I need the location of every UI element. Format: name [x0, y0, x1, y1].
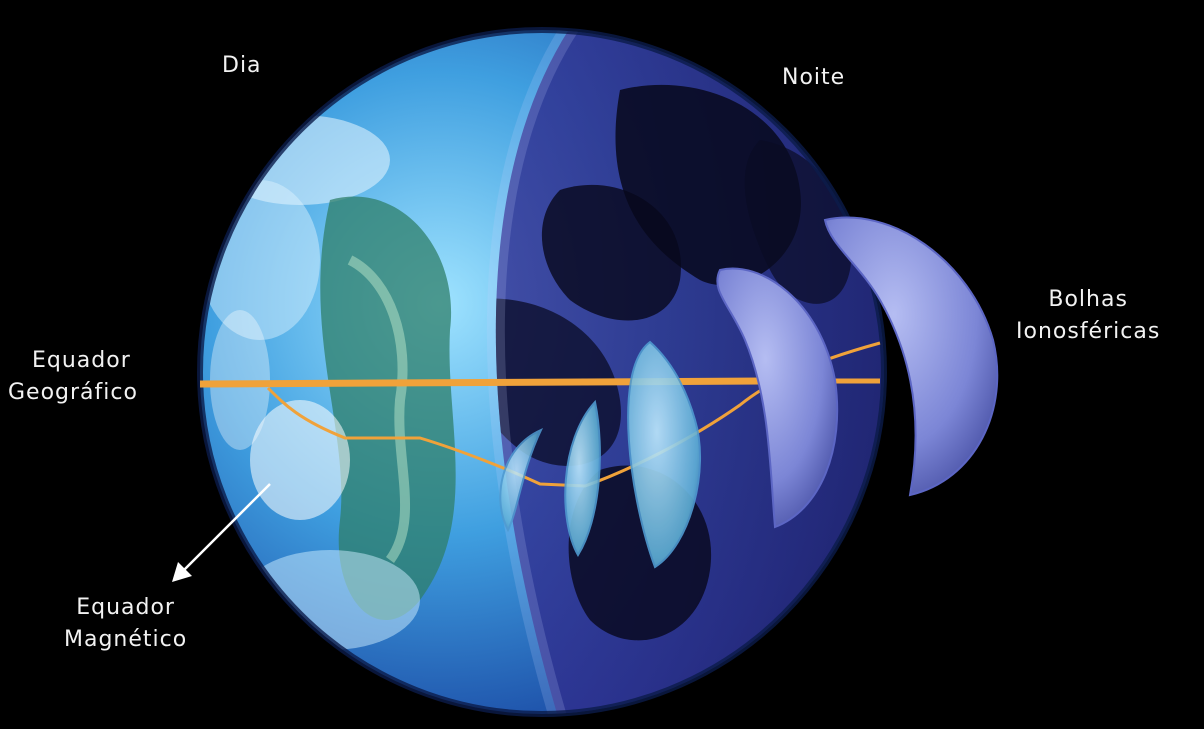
- label-magnetic-equator: Equador Magnético: [64, 595, 188, 652]
- bubble-2: [564, 399, 601, 557]
- bubble-4: [716, 267, 839, 529]
- label-geographic-equator: Equador Geográfico: [8, 348, 138, 405]
- magnetic-equator-arrow: [172, 483, 271, 582]
- bubble-3: [627, 340, 702, 569]
- label-night: Noite: [782, 65, 846, 90]
- label-day: Dia: [222, 53, 262, 78]
- bubble-1: [499, 428, 544, 533]
- ionospheric-bubbles: [499, 216, 999, 569]
- bubble-5: [823, 216, 999, 497]
- label-ionospheric-bubbles: Bolhas Ionosféricas: [1016, 287, 1161, 344]
